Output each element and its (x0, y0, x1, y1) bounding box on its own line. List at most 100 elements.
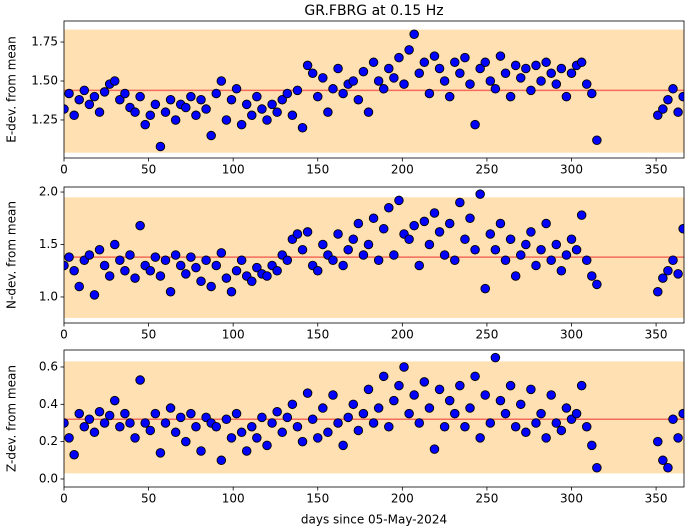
point (424, 88, 435, 99)
point (221, 115, 232, 125)
point (561, 250, 572, 260)
point (231, 265, 242, 276)
point (516, 399, 526, 410)
x-tick-label: 250 (475, 492, 498, 506)
y-tick-label: 1.5 (39, 237, 58, 251)
point (353, 94, 364, 105)
point (257, 104, 267, 114)
point (500, 68, 511, 78)
x-tick-label: 0 (60, 163, 68, 177)
point (424, 239, 435, 250)
point (115, 255, 125, 265)
point (110, 395, 120, 406)
point (470, 371, 480, 382)
point (678, 408, 684, 419)
point (592, 463, 602, 473)
point (566, 234, 577, 245)
point (363, 239, 374, 250)
x-tick-label: 50 (141, 163, 156, 177)
point (439, 250, 450, 260)
point (328, 84, 338, 94)
point (414, 68, 425, 78)
x-tick-label: 200 (391, 492, 414, 506)
point (338, 440, 348, 451)
point (500, 408, 511, 419)
point (384, 421, 394, 432)
point (231, 408, 242, 419)
point (196, 276, 206, 286)
point (394, 380, 404, 391)
point (282, 412, 293, 423)
point (181, 269, 191, 279)
point (373, 76, 384, 86)
point (191, 110, 201, 121)
point (521, 63, 531, 74)
point (181, 102, 191, 113)
point (262, 440, 272, 451)
point (389, 250, 399, 260)
point (460, 421, 470, 432)
point (429, 444, 440, 454)
point (363, 107, 374, 117)
point (125, 250, 135, 260)
y-axis-label: E-dev. from mean (5, 36, 19, 142)
point (353, 218, 364, 229)
x-tick-label: 100 (222, 492, 245, 506)
point (257, 412, 267, 423)
x-tick-label: 200 (391, 163, 414, 177)
point (196, 94, 206, 105)
point (135, 375, 145, 385)
point (89, 427, 100, 438)
point (69, 110, 79, 121)
point (165, 94, 176, 105)
point (333, 63, 343, 74)
point (175, 412, 186, 423)
point (526, 85, 536, 96)
point (434, 227, 445, 237)
point (378, 84, 389, 94)
point (668, 414, 678, 424)
point (505, 234, 516, 245)
axes-frame (63, 349, 685, 488)
point (252, 91, 262, 102)
point (64, 252, 74, 262)
point (292, 421, 303, 432)
point (378, 371, 389, 382)
point (531, 260, 541, 271)
point (444, 91, 455, 102)
point (135, 91, 145, 102)
point (115, 94, 125, 105)
point (130, 273, 140, 283)
point (521, 239, 531, 250)
point (307, 68, 318, 78)
point (191, 421, 201, 432)
point (247, 110, 257, 121)
point (94, 245, 105, 255)
point (343, 245, 353, 255)
x-tick-label: 250 (475, 163, 498, 177)
point (510, 271, 521, 281)
point (186, 252, 196, 262)
point (465, 79, 475, 89)
point (444, 218, 455, 229)
point (571, 245, 582, 255)
x-tick-label: 100 (222, 328, 245, 342)
point (282, 88, 293, 99)
point (531, 60, 541, 71)
point (206, 130, 216, 141)
point (216, 455, 227, 466)
point (110, 76, 120, 86)
point (444, 395, 455, 406)
point (226, 286, 237, 297)
x-tick-label: 350 (645, 492, 668, 506)
point (165, 403, 176, 413)
point (241, 446, 252, 456)
point (551, 79, 562, 89)
point (663, 463, 673, 473)
point (429, 208, 440, 218)
point (389, 395, 399, 406)
point (89, 290, 100, 300)
point (566, 68, 577, 78)
point (541, 57, 551, 68)
point (348, 234, 359, 245)
